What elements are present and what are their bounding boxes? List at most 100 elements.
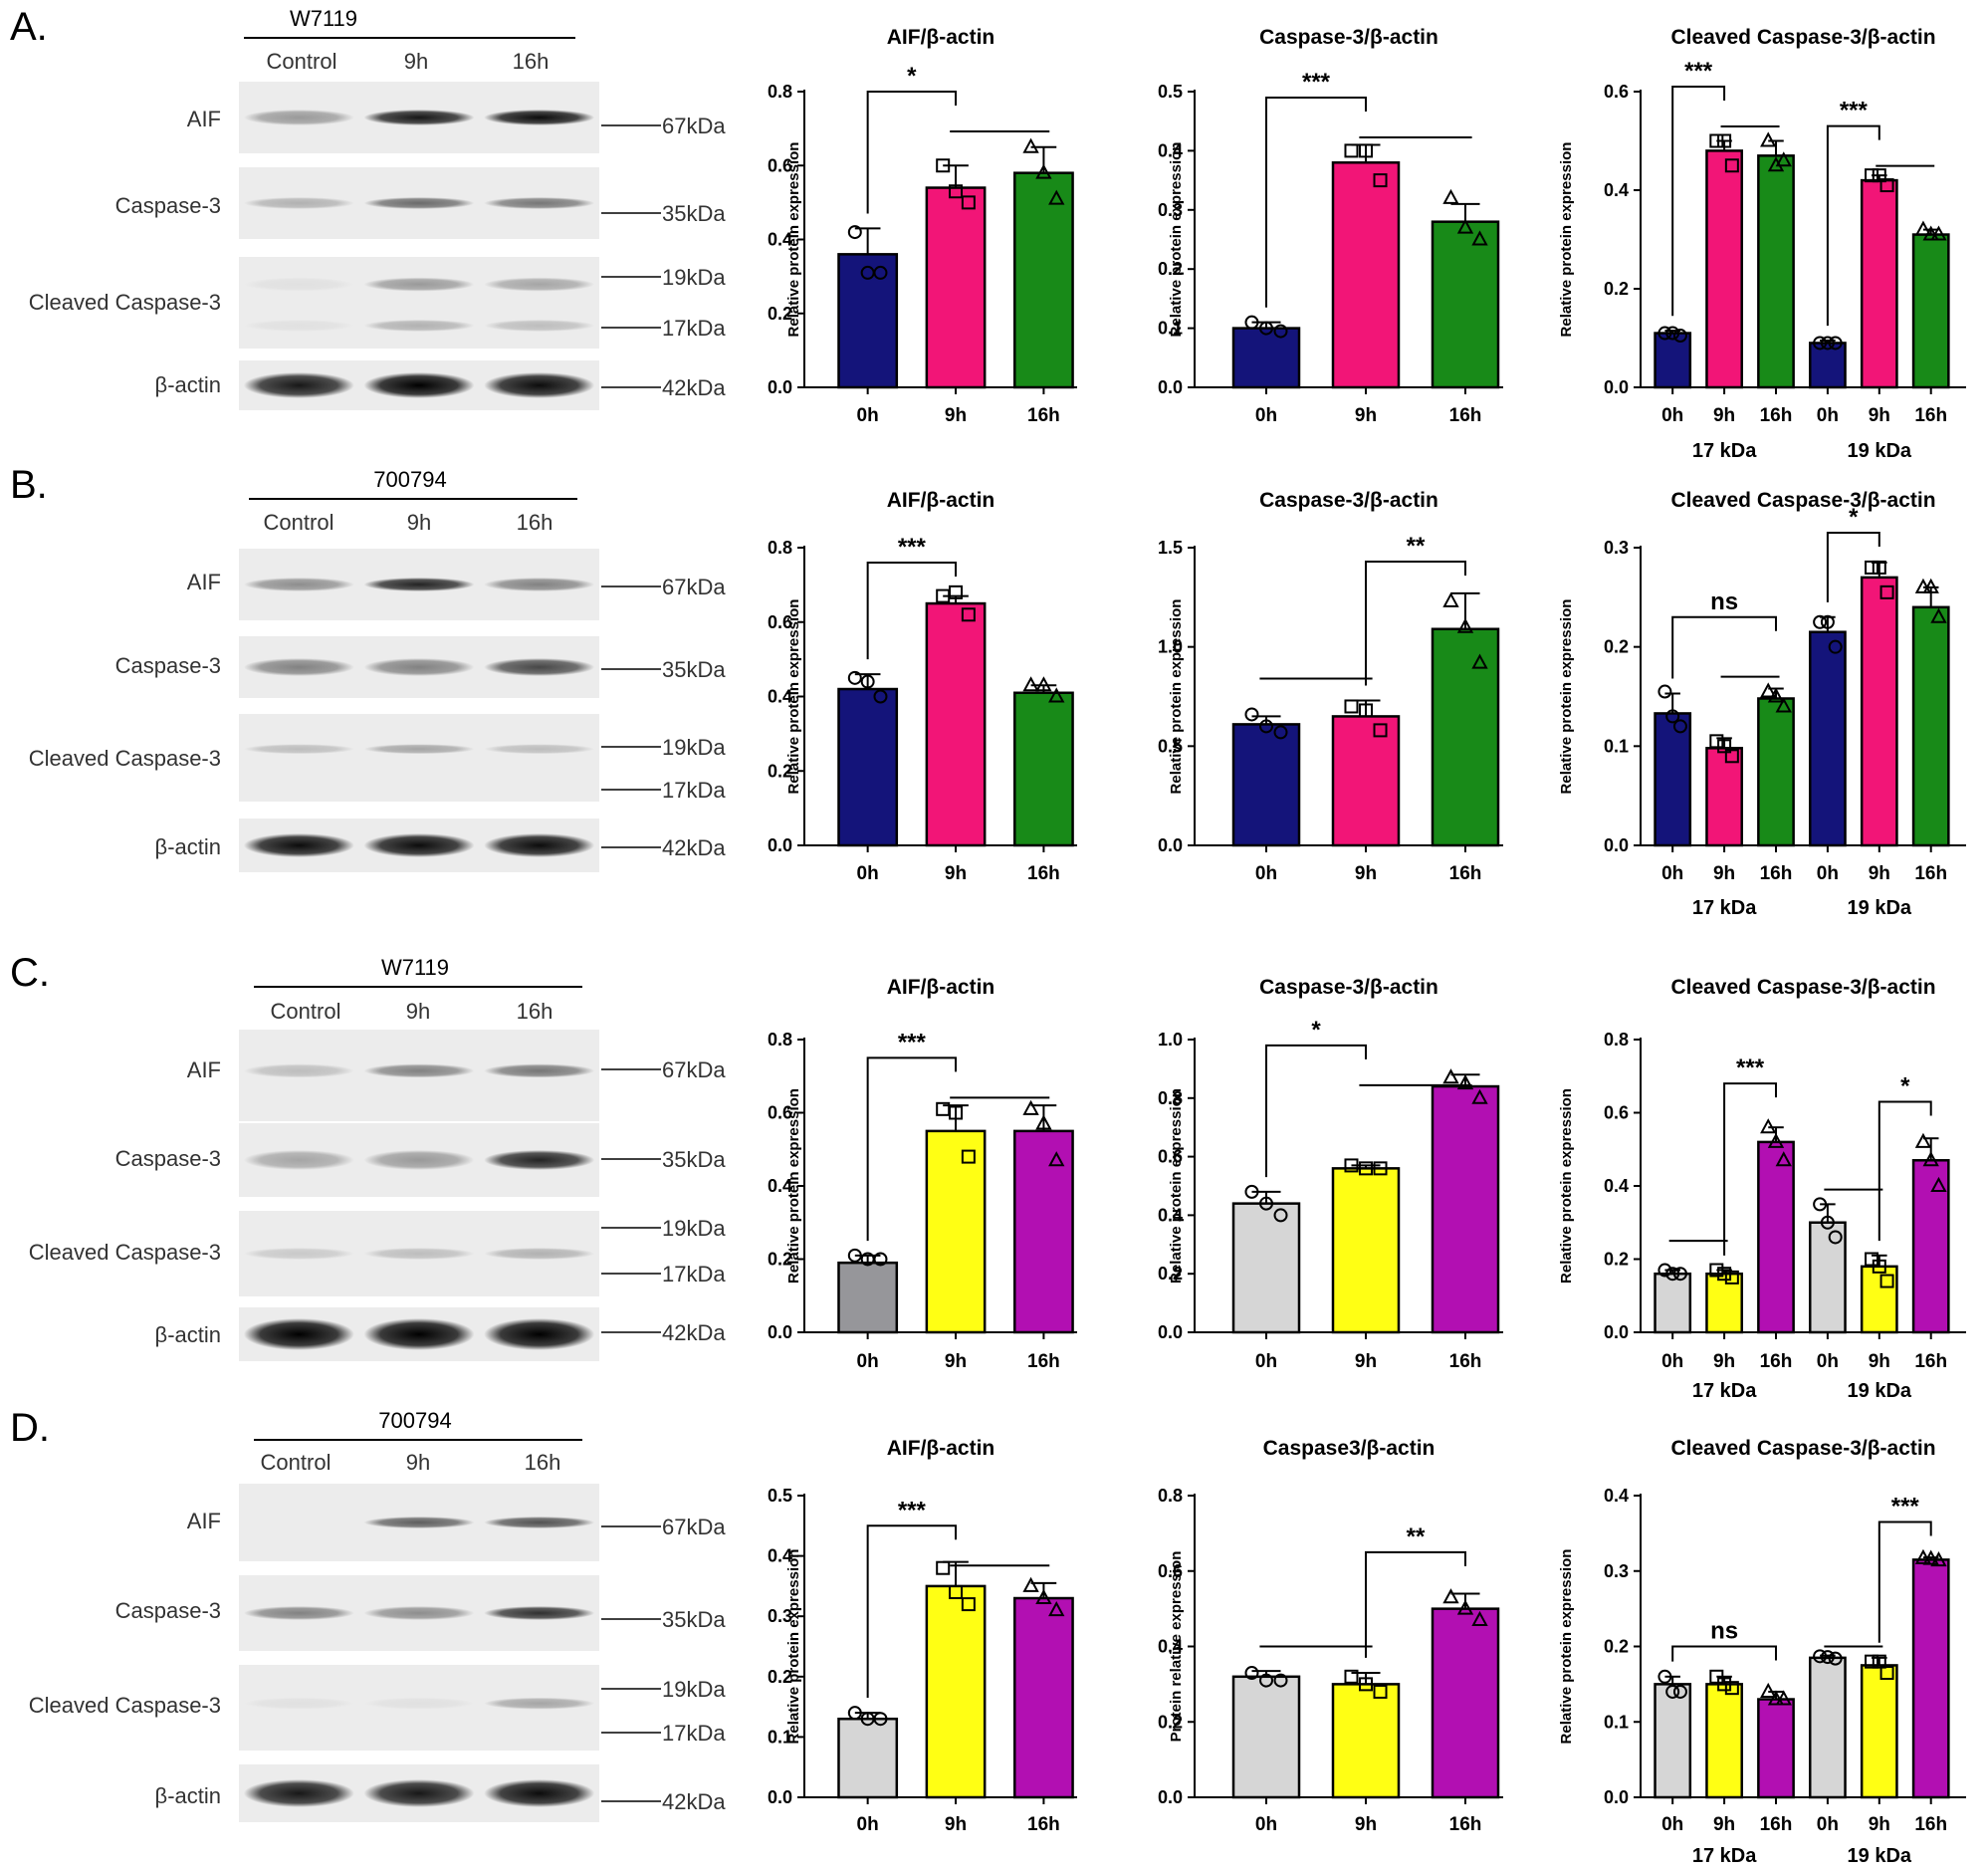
chart-title: Caspase-3/β-actin — [1259, 489, 1438, 512]
bar — [925, 186, 987, 389]
x-tick-label: 9h — [945, 863, 967, 884]
blot-band — [243, 372, 354, 398]
bar — [1654, 332, 1692, 389]
blot-lane-label: 16h — [517, 999, 553, 1024]
data-point-triangle — [1930, 1551, 1947, 1567]
significance-label: ** — [1407, 1523, 1426, 1550]
data-point-square — [1879, 1274, 1894, 1288]
blot-band — [484, 320, 595, 332]
bar — [1705, 1683, 1743, 1799]
y-axis-label: Relative protein expression — [1558, 599, 1575, 795]
blot-band — [243, 110, 354, 125]
western-blot: 700794 Control 9h 16h AIF Caspase-3 Cleaved Ca… — [29, 1408, 726, 1822]
bar — [1431, 1084, 1500, 1334]
blot-lane-label: 9h — [406, 1450, 430, 1475]
significance-label: *** — [1684, 58, 1713, 85]
significance-label: *** — [898, 534, 927, 561]
blot-band — [243, 197, 354, 209]
data-point-triangle — [1035, 676, 1052, 692]
group-label: 19 kDa — [1848, 897, 1912, 919]
y-tick-label: 0.3 — [768, 1606, 792, 1626]
blot-band — [243, 578, 354, 591]
data-point-circle — [1665, 326, 1680, 341]
blot-band — [243, 1697, 354, 1710]
y-tick-label: 0.4 — [1604, 1176, 1629, 1196]
bar — [1757, 697, 1795, 847]
blot-band — [484, 372, 595, 398]
x-tick-label: 0h — [1661, 863, 1683, 884]
data-point-square — [1373, 173, 1388, 188]
data-point-circle — [847, 1706, 862, 1721]
data-point-square — [1872, 560, 1886, 575]
y-tick-label: 0.8 — [768, 82, 792, 102]
data-point-square — [961, 195, 976, 210]
data-point-triangle — [1760, 1682, 1777, 1698]
blot-band — [484, 1779, 595, 1807]
significance-bracket — [1265, 1044, 1367, 1178]
y-axis-label: Relative protein expression — [1558, 1549, 1575, 1745]
bar — [1757, 1140, 1795, 1334]
data-point-square — [1373, 723, 1388, 738]
data-point-circle — [847, 670, 862, 685]
data-point-square — [1872, 168, 1886, 183]
blot-band — [363, 110, 475, 125]
y-tick-label: 0.8 — [768, 538, 792, 558]
blot-band — [363, 578, 475, 591]
data-point-circle — [1813, 614, 1828, 629]
data-point-triangle — [1775, 697, 1792, 713]
bar — [1654, 1683, 1692, 1799]
data-point-triangle — [1022, 1099, 1039, 1115]
bar — [1654, 1272, 1692, 1334]
data-point-triangle — [1930, 225, 1947, 241]
significance-label: * — [1900, 1072, 1910, 1099]
blot-band — [363, 833, 475, 857]
data-point-square — [1717, 133, 1732, 148]
x-tick-label: 0h — [857, 863, 879, 884]
significance-label: * — [1311, 1017, 1321, 1044]
data-point-circle — [1657, 326, 1672, 341]
y-tick-label: 0.0 — [768, 835, 792, 855]
bar — [925, 1584, 987, 1799]
significance-bracket — [1671, 86, 1726, 317]
bar — [1012, 1596, 1074, 1799]
chart-title: Cleaved Caspase-3/β-actin — [1670, 1437, 1935, 1460]
blot-band — [484, 1150, 595, 1170]
data-point-circle — [1665, 1267, 1680, 1282]
data-point-square — [949, 585, 964, 599]
significance-bracket — [866, 1524, 958, 1699]
kda-marker-label: 42kDa — [662, 1789, 726, 1814]
bar-chart-C2: Caspase-3/β-actin Relative protein expres… — [1158, 976, 1503, 1372]
blot-lane-label: Control — [261, 1450, 331, 1475]
blot-band — [243, 1318, 354, 1350]
data-point-triangle — [1442, 188, 1459, 204]
y-tick-label: 0.2 — [768, 1250, 792, 1270]
data-point-circle — [1820, 1650, 1835, 1665]
bar — [1808, 1656, 1847, 1799]
significance-label: *** — [1302, 69, 1331, 96]
blot-band — [243, 1150, 354, 1170]
y-tick-label: 0.8 — [768, 1030, 792, 1050]
data-point-circle — [847, 1248, 862, 1263]
chart-title: AIF/β-actin — [887, 1437, 995, 1460]
y-axis-label: Relative protein expression — [1168, 599, 1185, 795]
data-point-circle — [1244, 1666, 1259, 1681]
x-tick-label: 0h — [1255, 1814, 1277, 1835]
x-tick-label: 9h — [1355, 863, 1377, 884]
data-point-triangle — [1035, 1588, 1052, 1605]
data-point-circle — [1259, 321, 1273, 336]
blot-band — [363, 197, 475, 209]
significance-label: *** — [1736, 1054, 1765, 1081]
data-point-triangle — [1930, 607, 1947, 623]
y-tick-label: 0.5 — [1158, 736, 1183, 756]
data-point-triangle — [1922, 1151, 1939, 1167]
bar — [1911, 605, 1950, 847]
data-point-triangle — [1442, 1588, 1459, 1604]
data-point-circle — [860, 674, 875, 689]
data-point-triangle — [1760, 682, 1777, 698]
data-point-circle — [1259, 1673, 1273, 1688]
x-tick-label: 16h — [1760, 405, 1793, 426]
kda-marker-label: 67kDa — [662, 1515, 726, 1539]
data-point-square — [1373, 1684, 1388, 1699]
